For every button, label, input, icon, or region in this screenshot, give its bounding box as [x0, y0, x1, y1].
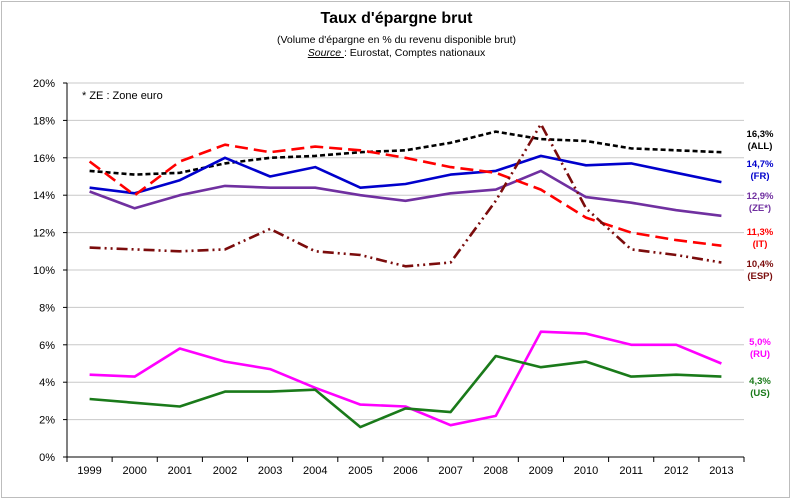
series-name-label: (ALL): [748, 141, 773, 152]
x-tick-label: 2005: [348, 465, 372, 477]
series-line: [89, 330, 722, 427]
series-end-value: 14,7%: [747, 159, 774, 170]
chart-subtitle: (Volume d'épargne en % du revenu disponi…: [277, 34, 516, 46]
y-tick-label: 12%: [33, 228, 55, 240]
series-line: [89, 169, 722, 218]
series-end-value: 4,3%: [749, 376, 771, 387]
x-tick-label: 2002: [213, 465, 237, 477]
series-name-label: (ESP): [747, 271, 772, 282]
x-tick-label: 2011: [619, 465, 643, 477]
y-tick-label: 2%: [39, 415, 55, 427]
x-tick-label: 2006: [393, 465, 417, 477]
y-tick-label: 16%: [33, 153, 55, 165]
series-name-label: (RU): [750, 349, 770, 360]
series-end-value: 10,4%: [747, 259, 774, 270]
series-end-value: 16,3%: [747, 129, 774, 140]
x-tick-label: 2003: [258, 465, 282, 477]
x-tick-label: 2001: [168, 465, 192, 477]
y-tick-label: 6%: [39, 340, 55, 352]
y-tick-label: 14%: [33, 190, 55, 202]
series-name-label: (IT): [753, 239, 768, 250]
x-tick-label: 2000: [122, 465, 146, 477]
series-end-value: 5,0%: [749, 337, 771, 348]
source-label: Source: [307, 47, 344, 59]
source-text: : Eurostat, Comptes nationaux: [343, 47, 486, 59]
y-tick-label: 4%: [39, 377, 55, 389]
chart-source: Source : Eurostat, Comptes nationaux: [0, 47, 793, 59]
x-tick-label: 2008: [484, 465, 508, 477]
y-tick-label: 18%: [33, 115, 55, 127]
series-end-value: 12,9%: [747, 191, 774, 202]
chart-title: Taux d'épargne brut: [320, 10, 473, 27]
series-end-value: 11,3%: [747, 227, 774, 238]
x-tick-label: 2007: [438, 465, 462, 477]
y-tick-label: 10%: [33, 265, 55, 277]
y-tick-label: 8%: [39, 302, 55, 314]
series-line: [89, 354, 722, 429]
y-tick-label: 0%: [39, 452, 55, 464]
series-line: [88, 143, 722, 247]
x-tick-label: 2010: [574, 465, 598, 477]
series-name-label: (FR): [751, 171, 770, 182]
x-tick-label: 2012: [664, 465, 688, 477]
series-name-label: (ZE*): [749, 203, 771, 214]
x-tick-label: 2009: [529, 465, 553, 477]
series-line: [89, 154, 722, 195]
y-tick-label: 20%: [33, 78, 55, 90]
chart-note: * ZE : Zone euro: [82, 90, 163, 102]
series-line: [89, 130, 722, 176]
x-tick-label: 2013: [709, 465, 733, 477]
x-tick-label: 2004: [303, 465, 327, 477]
series-name-label: (US): [750, 388, 770, 399]
x-tick-label: 1999: [77, 465, 101, 477]
series-line: [89, 122, 722, 268]
